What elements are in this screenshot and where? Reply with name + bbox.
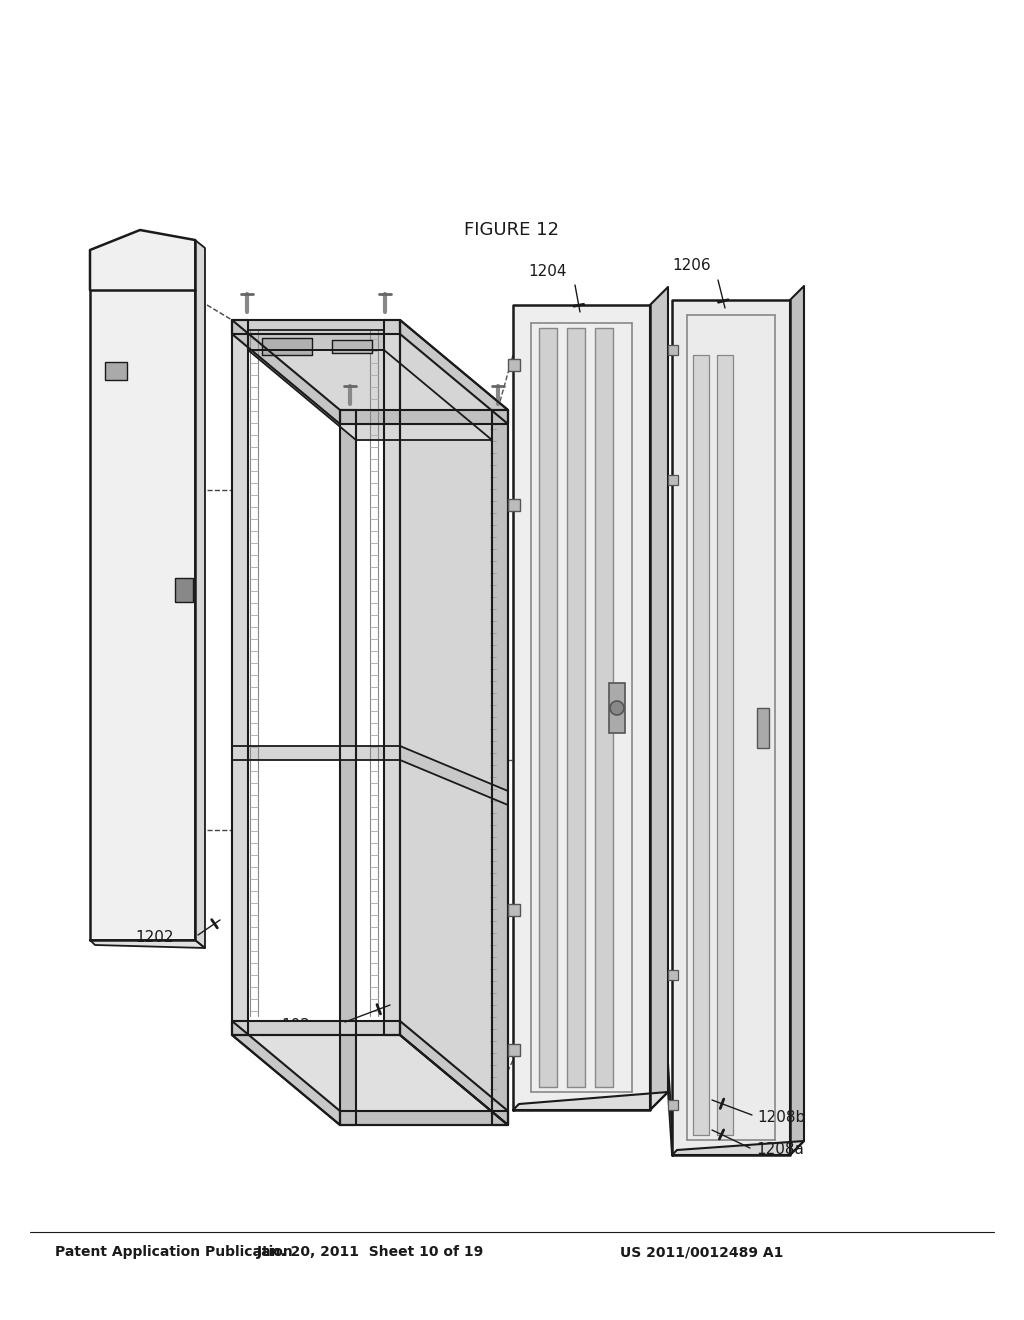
- Bar: [508, 499, 520, 511]
- Text: 1204: 1204: [528, 264, 567, 280]
- Text: US 2011/0012489 A1: US 2011/0012489 A1: [620, 1245, 783, 1259]
- Text: FIGURE 12: FIGURE 12: [465, 220, 559, 239]
- Polygon shape: [513, 305, 650, 1110]
- Polygon shape: [340, 411, 508, 424]
- Polygon shape: [232, 1035, 508, 1125]
- Polygon shape: [232, 1020, 340, 1125]
- Polygon shape: [384, 319, 400, 1035]
- Polygon shape: [539, 327, 557, 1086]
- Bar: [508, 1044, 520, 1056]
- Polygon shape: [332, 341, 372, 352]
- Polygon shape: [400, 319, 508, 424]
- Polygon shape: [248, 330, 384, 350]
- Polygon shape: [232, 319, 340, 424]
- Polygon shape: [340, 1111, 508, 1125]
- Bar: [757, 708, 769, 748]
- Polygon shape: [650, 286, 668, 1110]
- Text: Jan. 20, 2011  Sheet 10 of 19: Jan. 20, 2011 Sheet 10 of 19: [256, 1245, 483, 1259]
- Polygon shape: [567, 327, 585, 1086]
- Text: 1206: 1206: [673, 257, 712, 272]
- Polygon shape: [90, 230, 195, 290]
- Polygon shape: [717, 355, 733, 1135]
- Polygon shape: [595, 327, 613, 1086]
- Text: 102: 102: [282, 1018, 310, 1032]
- Polygon shape: [513, 1092, 668, 1110]
- Bar: [175, 578, 193, 602]
- Text: 1208a: 1208a: [756, 1143, 804, 1158]
- Polygon shape: [400, 319, 508, 1125]
- Bar: [668, 1100, 678, 1110]
- Circle shape: [610, 701, 624, 715]
- Polygon shape: [400, 1020, 508, 1125]
- Bar: [668, 475, 678, 484]
- Polygon shape: [400, 746, 508, 805]
- Polygon shape: [248, 350, 492, 440]
- Polygon shape: [232, 319, 400, 334]
- Polygon shape: [90, 940, 205, 948]
- Bar: [508, 904, 520, 916]
- Polygon shape: [693, 355, 709, 1135]
- Polygon shape: [262, 338, 312, 355]
- Polygon shape: [790, 286, 804, 1155]
- Text: Patent Application Publication: Patent Application Publication: [55, 1245, 293, 1259]
- Polygon shape: [340, 411, 356, 1125]
- Polygon shape: [492, 411, 508, 1125]
- Polygon shape: [90, 290, 195, 940]
- Polygon shape: [232, 746, 400, 760]
- Text: 1208b: 1208b: [757, 1110, 805, 1125]
- Polygon shape: [672, 1140, 804, 1155]
- Bar: [105, 362, 127, 380]
- Bar: [668, 970, 678, 979]
- Polygon shape: [195, 240, 205, 948]
- Polygon shape: [672, 300, 790, 1155]
- Text: 1202: 1202: [135, 931, 174, 945]
- Bar: [668, 345, 678, 355]
- Bar: [508, 359, 520, 371]
- Polygon shape: [668, 1063, 672, 1155]
- Polygon shape: [232, 1020, 400, 1035]
- Bar: [609, 682, 625, 733]
- Polygon shape: [232, 319, 248, 1035]
